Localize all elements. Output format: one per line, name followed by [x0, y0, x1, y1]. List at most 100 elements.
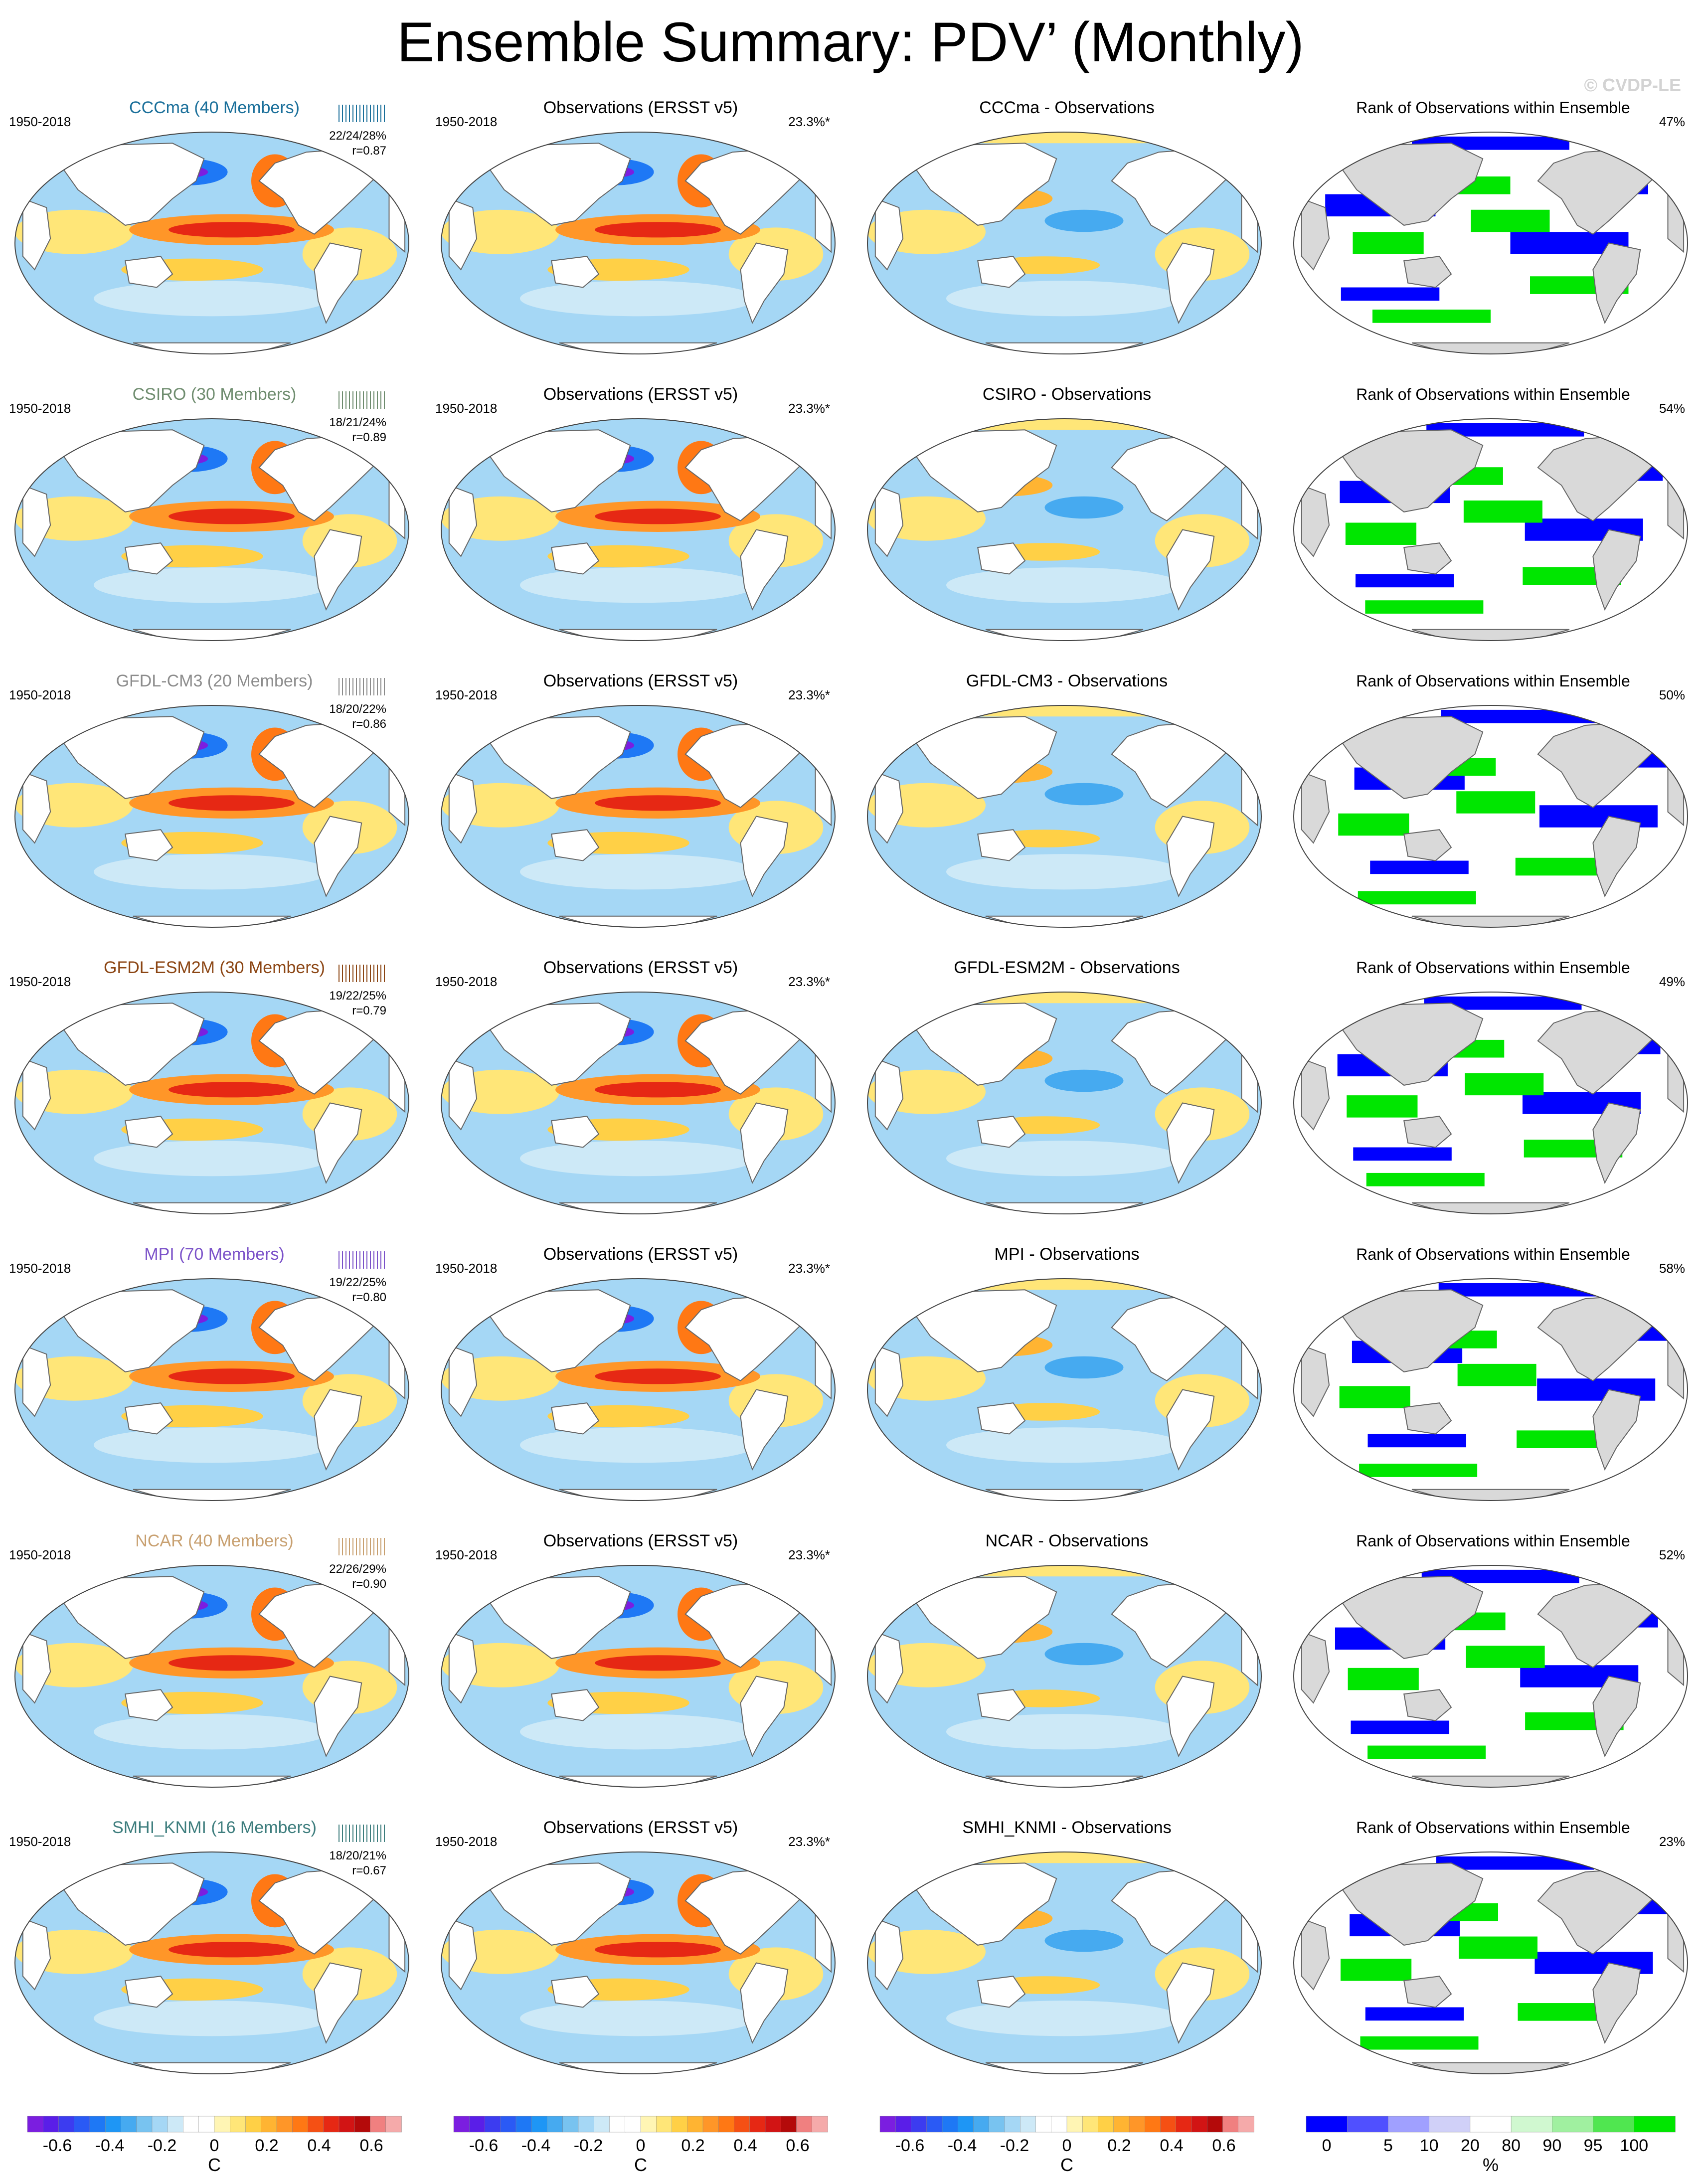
difference-title: SMHI_KNMI - Observations [962, 1818, 1171, 1837]
sst-map [441, 992, 835, 1214]
map-outline [14, 1565, 409, 1788]
colorbar-swatch [578, 2116, 594, 2133]
map-outline [867, 1851, 1262, 2074]
years-label: 1950-2018 [435, 1547, 497, 1562]
years-label: 1950-2018 [435, 974, 497, 989]
map-outline [441, 418, 836, 641]
ensemble-title: SMHI_KNMI (16 Members) [112, 1818, 317, 1837]
colorbar-swatch [292, 2116, 309, 2133]
panel-row-smhi_knmi: SMHI_KNMI (16 Members) 1950-2018 18/20/21%… [9, 1818, 1688, 2074]
colorbar-swatch [1066, 2116, 1083, 2133]
map-outline [14, 992, 409, 1214]
rank-title: Rank of Observations within Ensemble [1356, 1819, 1630, 1837]
years-label: 1950-2018 [435, 687, 497, 702]
colorbar-tick-label: 95 [1584, 2136, 1603, 2155]
map-outline [441, 705, 836, 928]
colorbar-swatch [105, 2116, 122, 2133]
panel-row-gfdl-cm3: GFDL-CM3 (20 Members) 1950-2018 18/20/22%r… [9, 672, 1688, 928]
pct-variance-label: 19/22/25% [329, 989, 386, 1003]
sst-map [15, 1565, 409, 1787]
map-outline [1293, 705, 1688, 928]
rank-pct-label: 23% [1659, 1834, 1685, 1849]
map-outline [441, 1565, 836, 1788]
ensemble-panel: NCAR (40 Members) 1950-2018 22/26/29%r=0.9… [9, 1531, 409, 1788]
colorbar-swatch [276, 2116, 293, 2133]
map-outline [14, 1851, 409, 2074]
difference-panel: SMHI_KNMI - Observations [867, 1818, 1262, 2074]
sst-map [15, 992, 409, 1214]
colorbar-tick-label: -0.4 [948, 2136, 977, 2155]
difference-panel: MPI - Observations [867, 1245, 1262, 1501]
rank-map [1294, 132, 1688, 354]
panel-row-gfdl-esm2m: GFDL-ESM2M (30 Members) 1950-2018 19/22/25… [9, 958, 1688, 1214]
colorbar-swatch [385, 2116, 402, 2133]
colorbar-tick-label: 5 [1383, 2136, 1393, 2155]
map-outline [1293, 1851, 1688, 2074]
rank-pct-label: 50% [1659, 687, 1685, 702]
rank-panel: Rank of Observations within Ensemble 49% [1293, 959, 1688, 1214]
rank-map [1294, 992, 1688, 1214]
map-outline [1293, 992, 1688, 1214]
colorbar-tick-label: -0.2 [574, 2136, 603, 2155]
obs-pct-label: 23.3%* [788, 401, 830, 416]
pattern-correlation-label: r=0.89 [352, 431, 386, 444]
observations-title: Observations (ERSST v5) [543, 1245, 738, 1264]
colorbar-swatch [323, 2116, 340, 2133]
colorbar-tick-label: 0.6 [359, 2136, 383, 2155]
colorbar-swatch [796, 2116, 813, 2133]
colorbar-swatch [1004, 2116, 1021, 2133]
colorbar-swatch [43, 2116, 59, 2133]
rank-title: Rank of Observations within Ensemble [1356, 1245, 1630, 1263]
colorbar-swatch [1129, 2116, 1145, 2133]
pct-variance-label: 18/20/21% [329, 1849, 386, 1862]
colorbar-swatch [812, 2116, 828, 2133]
sst-map [15, 1852, 409, 2074]
map-outline [441, 132, 836, 354]
rank-map [1294, 1852, 1688, 2074]
colorbar-swatch [89, 2116, 106, 2133]
colorbar-swatch [926, 2116, 943, 2133]
colorbar-swatch [702, 2116, 719, 2133]
colorbar-tick-label: 0.4 [307, 2136, 331, 2155]
colorbar-unit: C [634, 2155, 647, 2175]
years-label: 1950-2018 [9, 1261, 71, 1276]
rank-title: Rank of Observations within Ensemble [1356, 959, 1630, 977]
pct-variance-label: 18/20/22% [329, 702, 386, 716]
ensemble-title: CCCma (40 Members) [129, 98, 300, 117]
rank-panel: Rank of Observations within Ensemble 23% [1293, 1819, 1688, 2074]
colorbar-swatch [136, 2116, 153, 2133]
colorbar-swatch [230, 2116, 246, 2133]
observations-title: Observations (ERSST v5) [543, 385, 738, 404]
copyright-label: © CVDP-LE [1584, 75, 1681, 95]
colorbar-swatch [895, 2116, 912, 2133]
rank-panel: Rank of Observations within Ensemble 54% [1293, 385, 1688, 641]
colorbar-tick-label: 0.6 [786, 2136, 809, 2155]
difference-title: NCAR - Observations [986, 1531, 1149, 1550]
pct-variance-label: 19/22/25% [329, 1276, 386, 1289]
sst-colorbar: -0.6 -0.4 -0.2 0 0.2 0.4 0.6 C [879, 2116, 1254, 2175]
sst-map [441, 1565, 835, 1787]
colorbar-swatch [1470, 2116, 1512, 2133]
colorbar-swatch [1429, 2116, 1471, 2133]
colorbar-tick-label: 0 [210, 2136, 219, 2155]
map-outline [1293, 1565, 1688, 1788]
rank-map [1294, 1565, 1688, 1787]
colorbar-swatch [339, 2116, 355, 2133]
colorbar-swatch [625, 2116, 641, 2133]
rank-pct-label: 54% [1659, 401, 1685, 416]
map-outline [867, 992, 1262, 1214]
colorbar-tick-label: 0.2 [681, 2136, 704, 2155]
pct-variance-label: 22/26/29% [329, 1562, 386, 1576]
colorbar-swatch [245, 2116, 262, 2133]
pattern-correlation-label: r=0.80 [352, 1291, 386, 1304]
observations-panel: Observations (ERSST v5) 1950-2018 23.3%* [435, 98, 836, 354]
years-label: 1950-2018 [9, 1547, 71, 1562]
obs-pct-label: 23.3%* [788, 114, 830, 129]
colorbar-swatch [781, 2116, 797, 2133]
sst-map [441, 705, 835, 927]
map-outline [14, 1278, 409, 1501]
ensemble-panel: CCCma (40 Members) 1950-2018 22/24/28%r=0.… [9, 98, 409, 354]
colorbar-swatch [1082, 2116, 1099, 2133]
colorbar-swatch [1113, 2116, 1130, 2133]
colorbar-swatch [168, 2116, 184, 2133]
